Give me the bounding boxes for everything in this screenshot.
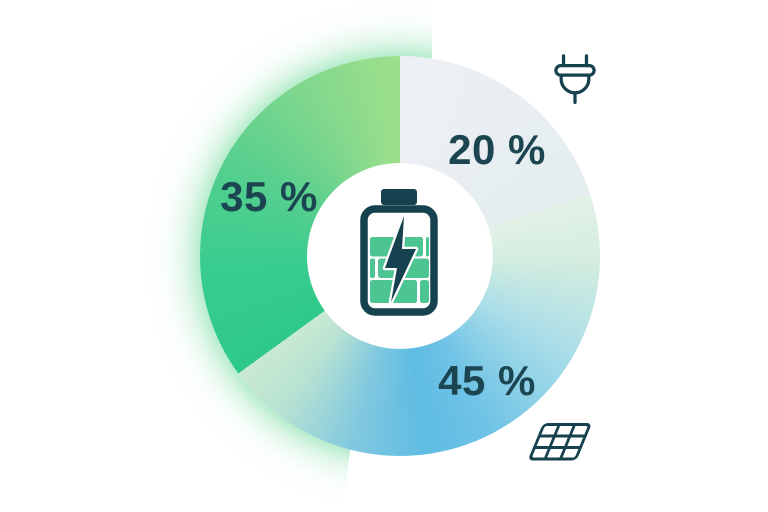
segment-label-solar: 45 %	[438, 357, 536, 404]
solar-panel-icon	[528, 422, 592, 462]
segment-label-battery: 35 %	[220, 173, 318, 220]
segment-label-grid: 20 %	[448, 126, 546, 173]
battery-charging-icon	[360, 188, 438, 316]
power-plug-icon	[554, 54, 596, 104]
